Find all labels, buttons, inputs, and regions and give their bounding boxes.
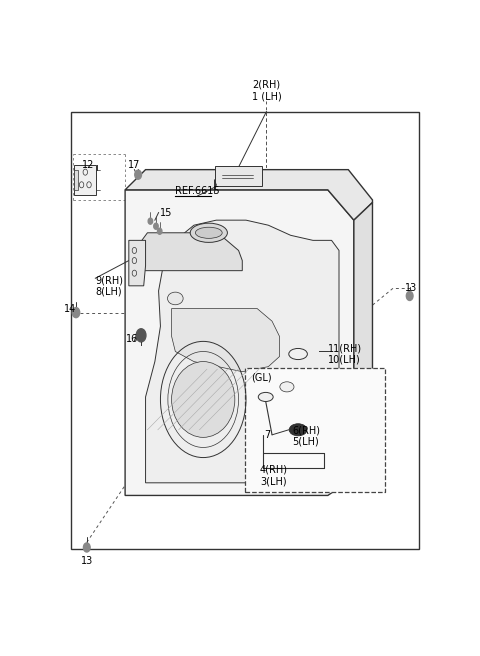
- Text: 7: 7: [264, 430, 270, 440]
- Ellipse shape: [280, 382, 294, 392]
- Bar: [71, 112, 419, 550]
- Circle shape: [148, 218, 153, 224]
- Polygon shape: [129, 240, 145, 286]
- Text: 13: 13: [81, 556, 93, 566]
- Polygon shape: [125, 170, 372, 220]
- FancyBboxPatch shape: [216, 166, 262, 186]
- Ellipse shape: [195, 227, 222, 238]
- Ellipse shape: [190, 223, 228, 242]
- Text: 11(RH)
10(LH): 11(RH) 10(LH): [328, 343, 362, 365]
- FancyBboxPatch shape: [74, 170, 78, 190]
- Circle shape: [72, 308, 80, 318]
- Circle shape: [154, 223, 158, 229]
- Text: 15: 15: [160, 207, 173, 218]
- FancyBboxPatch shape: [245, 367, 385, 492]
- Text: 14: 14: [64, 304, 76, 314]
- Text: 2(RH)
1 (LH): 2(RH) 1 (LH): [252, 80, 281, 102]
- Polygon shape: [172, 308, 279, 372]
- Polygon shape: [145, 220, 339, 483]
- Ellipse shape: [172, 361, 235, 438]
- Ellipse shape: [289, 424, 307, 436]
- Polygon shape: [142, 233, 242, 271]
- Text: 16: 16: [126, 334, 139, 344]
- Ellipse shape: [258, 392, 273, 401]
- Text: REF.6615: REF.6615: [175, 186, 220, 196]
- Ellipse shape: [289, 348, 307, 359]
- Polygon shape: [354, 203, 372, 478]
- Circle shape: [157, 228, 162, 234]
- Text: 13: 13: [406, 283, 418, 293]
- Text: 17: 17: [128, 159, 141, 170]
- Text: (GL): (GL): [252, 373, 272, 382]
- Ellipse shape: [168, 292, 183, 305]
- Text: 4(RH)
3(LH): 4(RH) 3(LH): [260, 464, 288, 486]
- Text: 6(RH)
5(LH): 6(RH) 5(LH): [292, 425, 321, 447]
- Circle shape: [135, 170, 142, 179]
- Circle shape: [136, 329, 146, 342]
- Text: 9(RH)
8(LH): 9(RH) 8(LH): [96, 275, 123, 297]
- Circle shape: [84, 543, 90, 552]
- Polygon shape: [125, 190, 354, 495]
- Text: 12: 12: [82, 159, 94, 170]
- Circle shape: [407, 291, 413, 300]
- FancyBboxPatch shape: [74, 165, 96, 195]
